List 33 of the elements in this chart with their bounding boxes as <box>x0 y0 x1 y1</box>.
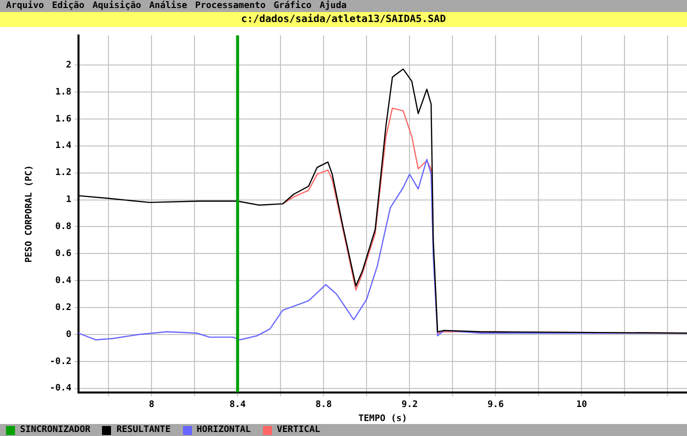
x-tick-label: 8 <box>148 400 154 410</box>
legend-label: SINCRONIZADOR <box>20 424 90 436</box>
y-tick-label: 0.4 <box>55 276 72 286</box>
text: Aquisição <box>92 1 142 11</box>
y-tick-label: 1.2 <box>55 168 72 178</box>
text: Análise <box>149 1 188 11</box>
text: Gráfico <box>274 1 312 11</box>
y-tick-label: -0.2 <box>50 356 72 367</box>
legend-label: HORIZONTAL <box>196 424 251 436</box>
x-tick-label: 8.4 <box>229 400 246 410</box>
y-tick-label: 1.6 <box>55 114 72 124</box>
y-axis-title: PESO CORPORAL (PC) <box>24 165 35 263</box>
x-tick-label: 9.6 <box>487 400 504 410</box>
x-tick-label: 9.2 <box>401 400 418 410</box>
y-tick-label: 0 <box>66 330 72 340</box>
text: Ajuda <box>320 1 347 11</box>
y-tick-label: 2 <box>66 60 72 70</box>
x-axis-title: TEMPO (s) <box>358 414 408 424</box>
text: Arquivo <box>6 1 44 11</box>
y-tick-label: 0.2 <box>55 302 72 313</box>
y-tick-label: 0.6 <box>55 248 72 259</box>
text: Processamento <box>195 1 266 11</box>
y-tick-label: 0.8 <box>55 222 72 232</box>
text: Edição <box>52 1 84 11</box>
chart-title: c:/dados/saida/atleta13/SAIDA5.SAD <box>0 12 687 27</box>
y-tick-label: 1.4 <box>55 141 72 152</box>
legend-label: RESULTANTE <box>116 424 171 436</box>
legend-label: VERTICAL <box>276 424 320 436</box>
y-tick-label: 1 <box>66 195 72 206</box>
x-tick-label: 10 <box>576 400 588 410</box>
y-tick-label: -0.4 <box>50 384 72 394</box>
x-tick-label: 8.8 <box>315 400 332 410</box>
y-tick-label: 1.8 <box>55 87 72 98</box>
